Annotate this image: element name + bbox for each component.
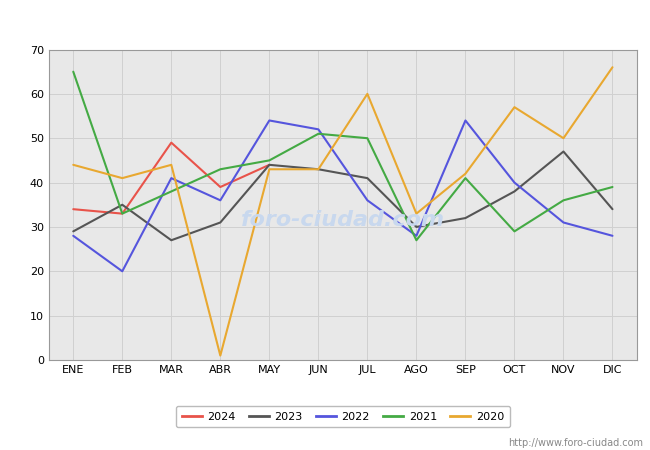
Text: http://www.foro-ciudad.com: http://www.foro-ciudad.com: [508, 438, 644, 448]
Text: Matriculaciones de Vehiculos en Miranda de Ebro: Matriculaciones de Vehiculos en Miranda …: [122, 11, 528, 29]
Text: foro-ciudad.com: foro-ciudad.com: [241, 210, 445, 230]
Legend: 2024, 2023, 2022, 2021, 2020: 2024, 2023, 2022, 2021, 2020: [176, 406, 510, 427]
